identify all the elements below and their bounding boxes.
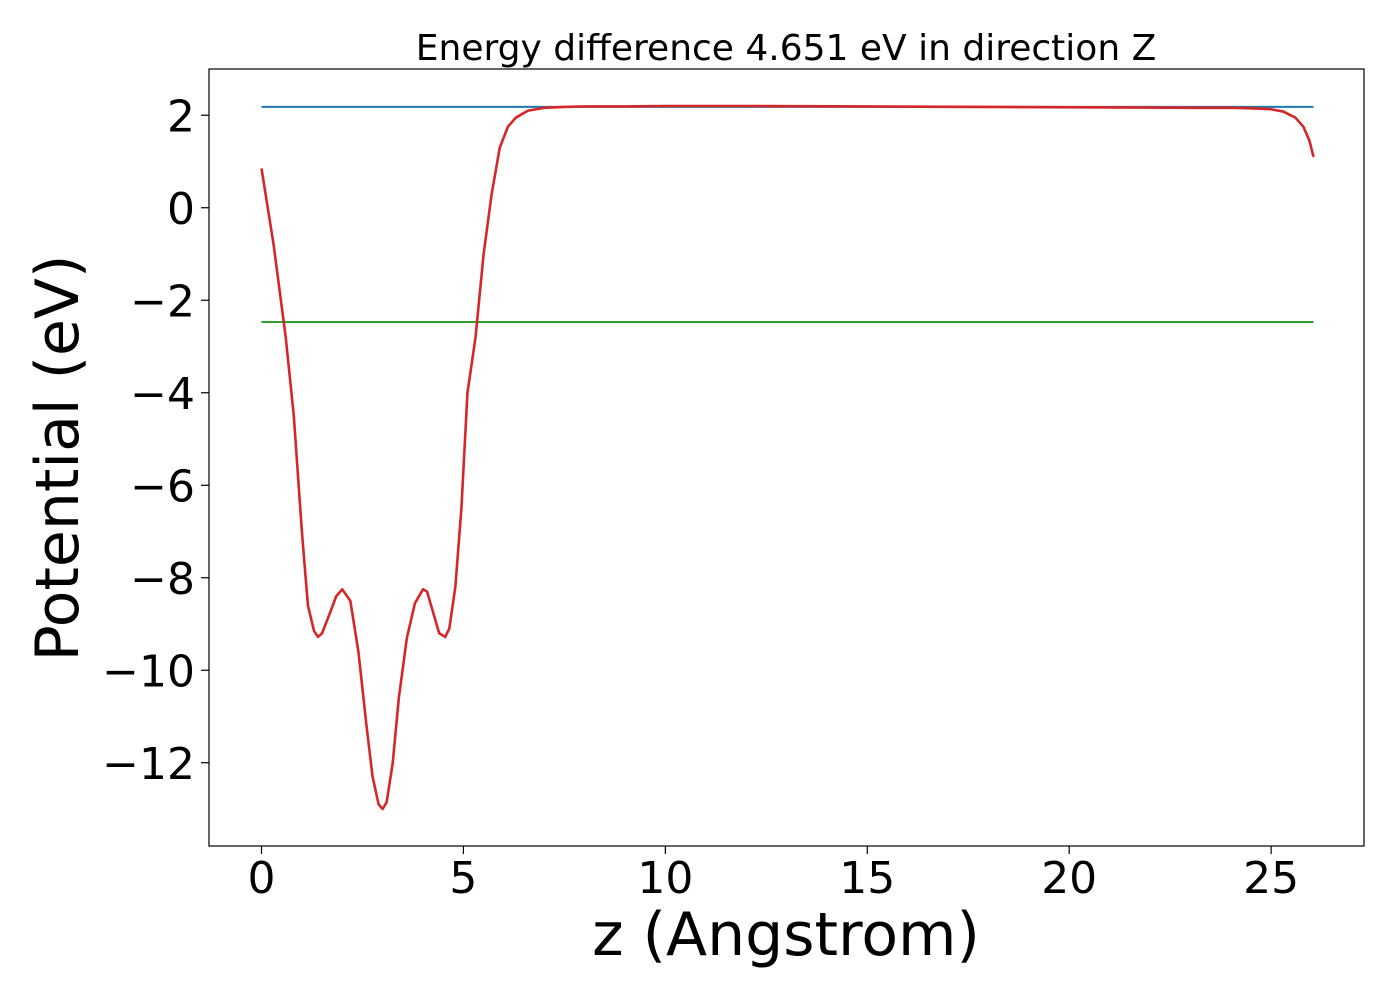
series-layer — [260, 104, 1315, 811]
y-tick-label: −4 — [130, 369, 195, 420]
y-tick-label: 0 — [167, 184, 195, 235]
plot-frame — [208, 68, 1365, 847]
y-tick-label: −8 — [130, 554, 195, 605]
y-axis-label: Potential (eV) — [23, 255, 93, 662]
chart-title: Energy difference 4.651 eV in direction … — [416, 28, 1157, 69]
x-tick-label: 0 — [248, 853, 276, 904]
x-tick-label: 25 — [1243, 853, 1299, 904]
y-tick-label: −12 — [102, 739, 195, 790]
x-tick-label: 20 — [1041, 853, 1097, 904]
y-tick-label: −6 — [130, 461, 195, 512]
x-tick-label: 10 — [637, 853, 693, 904]
y-tick-label: −10 — [102, 646, 195, 697]
x-tick-label: 5 — [449, 853, 477, 904]
y-axis: 2 0 −2 −4 −6 −8 −10 −12 — [102, 91, 209, 790]
x-tick-label: 15 — [839, 853, 895, 904]
series-line-2 — [260, 104, 1315, 811]
x-axis: 0 5 10 15 20 25 — [248, 846, 1299, 904]
y-tick-label: −2 — [130, 276, 195, 327]
x-axis-label: z (Angstrom) — [592, 900, 980, 970]
y-tick-label: 2 — [167, 91, 195, 142]
